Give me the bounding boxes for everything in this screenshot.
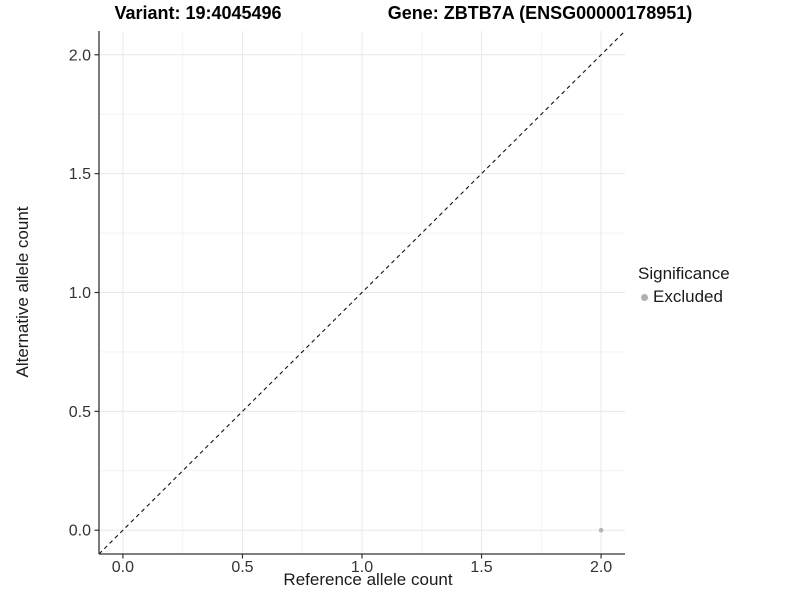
legend-item-excluded: Excluded	[636, 287, 730, 307]
legend: Significance Excluded	[636, 264, 730, 307]
x-tick-label: 0.5	[231, 559, 253, 576]
x-tick-label: 1.0	[351, 559, 373, 576]
plot-title-gene: Gene: ZBTB7A (ENSG00000178951)	[387, 3, 693, 23]
x-tick-label: 1.5	[470, 559, 492, 576]
legend-item-label: Excluded	[653, 287, 723, 306]
y-tick-label: 2.0	[69, 47, 91, 64]
x-axis-title: Reference allele count	[283, 570, 453, 589]
plot-title-variant: Variant: 19:4045496	[114, 3, 282, 23]
y-tick-label: 0.5	[69, 404, 91, 421]
data-point	[598, 527, 604, 533]
y-tick-label: 1.5	[69, 166, 91, 183]
y-tick-label: 1.0	[69, 285, 91, 302]
x-tick-label: 2.0	[590, 559, 612, 576]
y-tick-label: 0.0	[69, 523, 91, 540]
x-tick-label: 0.0	[112, 559, 134, 576]
y-axis-title: Alternative allele count	[13, 206, 32, 378]
identity-line	[98, 30, 626, 555]
legend-key-dot-icon	[641, 293, 648, 301]
legend-title: Significance	[638, 264, 730, 283]
